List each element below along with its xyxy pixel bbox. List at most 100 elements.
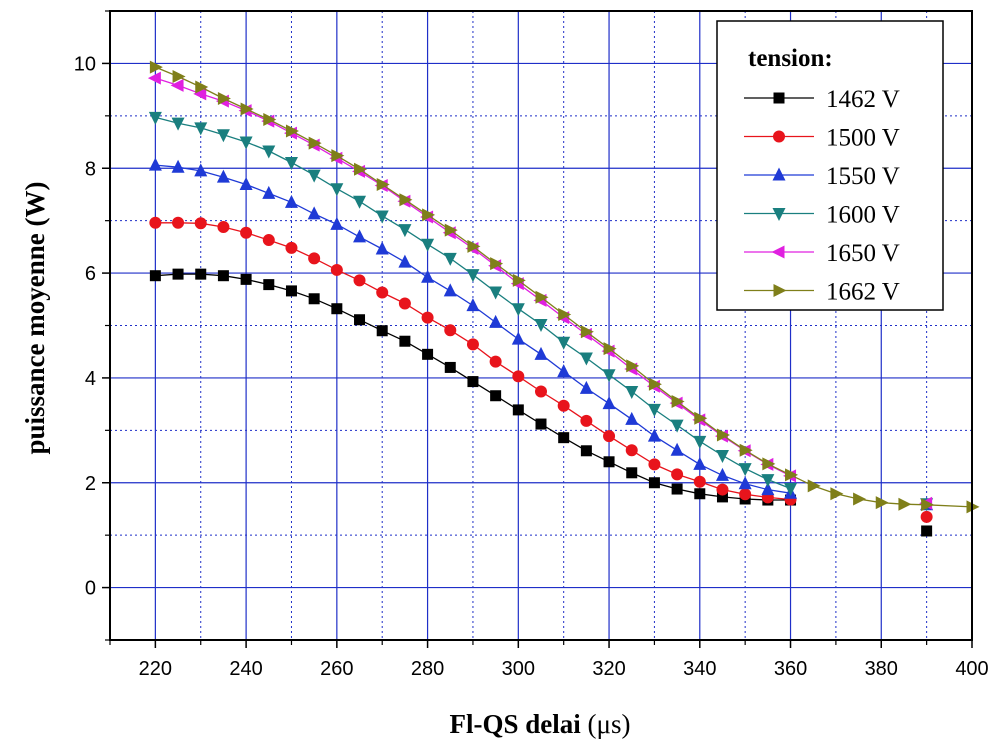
- legend-item: 1550 V: [744, 163, 900, 190]
- x-tick-label: 280: [411, 658, 444, 680]
- data-point: [694, 488, 706, 500]
- data-point: [171, 117, 185, 131]
- data-point: [217, 270, 229, 282]
- legend-item: 1650 V: [744, 240, 900, 267]
- data-point: [580, 445, 592, 457]
- x-tick-label: 220: [139, 658, 172, 680]
- legend-box: [716, 20, 944, 311]
- data-point: [331, 149, 345, 163]
- legend-marker: [772, 208, 786, 221]
- data-point: [149, 270, 161, 282]
- data-point: [263, 113, 277, 127]
- data-point: [511, 331, 525, 345]
- data-point: [603, 342, 617, 356]
- data-point: [444, 361, 456, 373]
- x-tick-label: 360: [774, 658, 807, 680]
- data-point: [217, 92, 231, 106]
- data-point: [580, 325, 594, 339]
- data-point: [626, 467, 638, 479]
- data-point: [285, 124, 299, 138]
- data-point: [240, 273, 252, 285]
- data-point: [558, 307, 572, 321]
- data-point: [443, 283, 457, 297]
- legend-label: 1662 V: [826, 279, 900, 306]
- data-point: [149, 60, 163, 74]
- y-tick-label: 2: [85, 473, 96, 495]
- data-point: [421, 269, 435, 283]
- data-point: [511, 303, 525, 317]
- x-tick-label: 300: [502, 658, 535, 680]
- data-point: [490, 257, 504, 271]
- legend-label: 1650 V: [826, 240, 900, 267]
- data-point: [762, 457, 776, 471]
- legend-item: 1600 V: [744, 202, 900, 229]
- data-point: [716, 491, 728, 503]
- y-tick-label: 0: [85, 578, 96, 600]
- y-axis-title: puissance moyenne (W): [20, 181, 50, 454]
- data-point: [308, 293, 320, 305]
- data-point: [171, 159, 185, 173]
- data-point: [172, 268, 184, 280]
- data-point: [784, 483, 798, 497]
- data-point: [625, 386, 639, 400]
- legend-item: 1500 V: [744, 125, 900, 152]
- data-point: [785, 468, 799, 482]
- data-point: [195, 268, 207, 280]
- data-point: [193, 87, 207, 101]
- x-axis-title: Fl-QS delai (μs): [450, 709, 631, 739]
- data-point: [375, 210, 389, 224]
- legend-marker: [772, 167, 786, 181]
- legend-label: 1500 V: [826, 125, 900, 152]
- x-tick-label: 240: [229, 658, 262, 680]
- data-point: [375, 241, 389, 255]
- data-point: [308, 136, 322, 150]
- data-point: [398, 297, 411, 310]
- data-point: [671, 483, 683, 495]
- data-point: [648, 377, 662, 391]
- legend-items: 1462 V 1500 V 1550 V 1600 V 1650 V 1662 V: [744, 86, 900, 306]
- data-point: [626, 359, 640, 373]
- x-tick-label: 260: [320, 658, 353, 680]
- data-point: [557, 399, 570, 412]
- data-point: [715, 449, 729, 463]
- data-point: [738, 463, 752, 477]
- data-point: [466, 338, 479, 351]
- data-point: [239, 136, 253, 150]
- data-point: [853, 492, 867, 506]
- data-point: [535, 290, 549, 304]
- data-point: [602, 369, 616, 383]
- data-point: [353, 274, 366, 287]
- data-point: [262, 234, 275, 247]
- data-point: [761, 482, 775, 496]
- x-tick-label: 340: [683, 658, 716, 680]
- legend-marker: [773, 92, 785, 104]
- data-point: [647, 428, 661, 442]
- data-point: [330, 216, 344, 230]
- data-point: [444, 223, 458, 237]
- data-point: [262, 145, 276, 159]
- data-point: [307, 169, 321, 183]
- data-point: [466, 298, 480, 312]
- data-point: [558, 432, 570, 444]
- data-point: [398, 254, 412, 268]
- data-point: [648, 477, 660, 489]
- data-point: [535, 418, 547, 430]
- data-point: [579, 380, 593, 394]
- data-point: [693, 456, 707, 470]
- data-point: [422, 208, 436, 222]
- data-point: [398, 224, 412, 238]
- data-point: [263, 279, 275, 291]
- data-point: [467, 239, 481, 253]
- data-point: [376, 177, 390, 191]
- data-point: [647, 403, 661, 417]
- data-point: [285, 241, 298, 254]
- data-point: [284, 156, 298, 170]
- y-tick-label: 8: [85, 158, 96, 180]
- y-tick-label: 6: [85, 263, 96, 285]
- data-point: [898, 497, 912, 511]
- data-point: [307, 206, 321, 220]
- data-point: [579, 352, 593, 366]
- x-tick-label: 380: [865, 658, 898, 680]
- data-point: [172, 216, 185, 229]
